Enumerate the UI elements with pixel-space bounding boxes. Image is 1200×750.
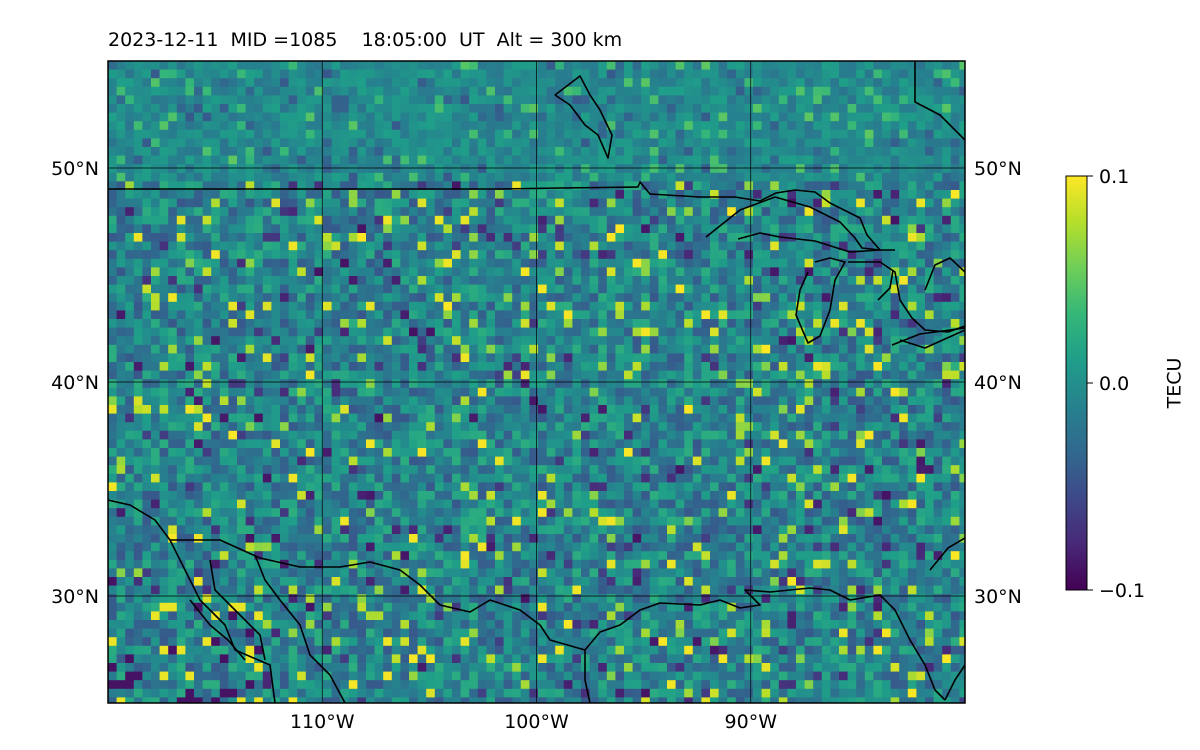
coastlines <box>108 61 965 703</box>
map-frame <box>107 60 966 704</box>
lon-tick-label: 100°W <box>504 711 569 733</box>
colorbar-tick-label: 0.1 <box>1099 166 1129 188</box>
colorbar: 0.1 0.0 −0.1 TECU <box>1065 166 1186 602</box>
map-axis-labels: 110°W 100°W 90°W 30°N 30°N 40°N 40°N 50°N 50°N <box>51 158 1022 733</box>
lon-tick-label: 110°W <box>290 711 355 733</box>
lon-tick-label: 90°W <box>725 711 778 733</box>
tec-anomaly-field <box>108 61 965 703</box>
lat-tick-label-left: 50°N <box>51 158 99 180</box>
lat-tick-label-left: 40°N <box>51 372 99 394</box>
lat-tick-label-left: 30°N <box>51 586 99 608</box>
lat-tick-label-right: 40°N <box>974 372 1022 394</box>
colorbar-tick-label: 0.0 <box>1099 373 1129 395</box>
colorbar-label: TECU <box>1164 358 1186 410</box>
lat-tick-label-right: 50°N <box>974 158 1022 180</box>
colorbar-tick-label: −0.1 <box>1099 580 1145 602</box>
lat-tick-label-right: 30°N <box>974 586 1022 608</box>
page-title: 2023-12-11 MID =1085 18:05:00 UT Alt = 3… <box>108 29 623 51</box>
